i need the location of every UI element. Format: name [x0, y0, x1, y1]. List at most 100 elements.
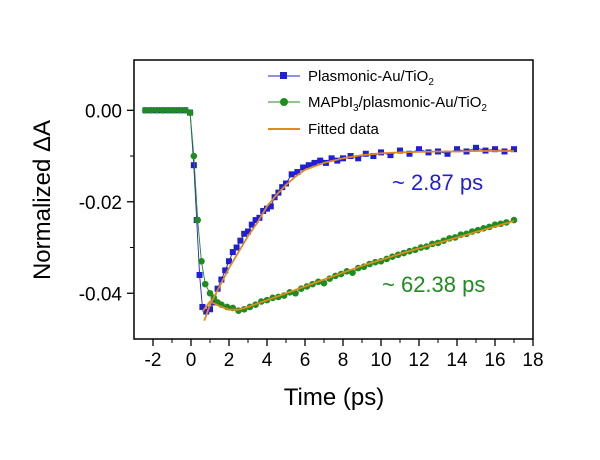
data-point: [218, 276, 225, 283]
data-point: [190, 162, 197, 169]
data-point: [279, 184, 286, 191]
y-tick-label: 0.00: [85, 101, 122, 122]
data-point: [159, 107, 166, 114]
legend-sub-plasmonic: 2: [428, 77, 434, 88]
data-point: [416, 146, 422, 153]
data-point: [264, 205, 270, 212]
legend-text-mapbi3-a: MAPbI: [308, 94, 353, 111]
data-point: [454, 146, 460, 153]
data-point: [194, 216, 201, 224]
data-point: [444, 150, 451, 157]
data-point: [198, 257, 205, 265]
annotation-mapbi3-lifetime: ~ 62.38 ps: [382, 272, 485, 297]
data-point: [190, 152, 198, 160]
legend-sub-mapbi3-1: 3: [353, 103, 359, 114]
data-point: [248, 221, 255, 228]
data-point: [164, 107, 172, 114]
data-point: [473, 144, 479, 151]
data-point: [267, 203, 274, 210]
series-2: [203, 150, 514, 322]
data-point: [294, 169, 301, 176]
x-tick-label: 6: [300, 350, 311, 371]
data-point: [387, 152, 394, 159]
fit-curve: [203, 150, 514, 322]
legend: Plasmonic-Au/TiO2 MAPbI3/plasmonic-Au/Ti…: [268, 68, 487, 138]
axis-ticks: [127, 109, 534, 346]
y-tick-label: -0.04: [79, 284, 123, 305]
legend-text-mapbi3-b: /plasmonic-Au/TiO: [359, 94, 482, 111]
data-point: [199, 303, 206, 310]
tick-labels: -2 0 2 4 6 8 10 12 14 16 18 0.00 -0.02 -0.04: [79, 101, 544, 371]
data-point: [311, 159, 318, 166]
legend-label-mapbi3: MAPbI3/plasmonic-Au/TiO2: [308, 94, 487, 114]
x-tick-label: 14: [446, 350, 468, 371]
x-tick-label: 12: [408, 350, 429, 371]
data-point: [397, 147, 403, 154]
data-point: [203, 308, 210, 315]
data-point: [355, 155, 362, 162]
data-point: [349, 269, 356, 276]
data-point: [252, 217, 259, 224]
legend-item-plasmonic: Plasmonic-Au/TiO2: [268, 68, 434, 88]
data-point: [153, 107, 161, 114]
data-point: [362, 150, 369, 157]
annotation-plasmonic-lifetime: ~ 2.87 ps: [392, 170, 483, 195]
x-tick-label: 16: [484, 350, 505, 371]
y-axis-title: Normalized ΔA: [29, 120, 56, 280]
data-point: [207, 306, 213, 313]
data-point: [292, 289, 299, 297]
data-point: [511, 146, 517, 153]
data-point: [283, 180, 289, 187]
legend-label-plasmonic: Plasmonic-Au/TiO2: [308, 68, 434, 88]
data-point: [245, 228, 251, 235]
x-tick-label: 10: [370, 350, 391, 371]
data-point: [201, 280, 209, 288]
data-point: [186, 109, 194, 116]
x-tick-label: 8: [338, 350, 349, 371]
legend-sub-mapbi3-2: 2: [481, 103, 487, 114]
y-tick-label: -0.02: [79, 193, 122, 214]
legend-item-mapbi3: MAPbI3/plasmonic-Au/TiO2: [268, 94, 487, 114]
data-point: [206, 289, 214, 297]
data-point: [378, 149, 384, 156]
data-point: [170, 107, 178, 114]
data-point: [406, 150, 413, 157]
data-point: [229, 249, 236, 256]
data-point: [176, 107, 183, 114]
data-point: [317, 157, 324, 164]
x-tick-label: 18: [522, 350, 543, 371]
data-point: [241, 230, 248, 237]
legend-label-fit: Fitted data: [308, 121, 380, 138]
legend-marker-plasmonic: [280, 72, 287, 79]
x-axis-title: Time (ps): [284, 384, 384, 411]
data-point: [147, 107, 155, 114]
x-tick-label: -2: [145, 350, 162, 371]
data-point: [288, 171, 295, 178]
data-point: [347, 153, 354, 160]
fit-curve: [201, 220, 515, 313]
data-point: [370, 153, 377, 160]
data-point: [300, 164, 307, 171]
data-point: [305, 162, 312, 169]
data-point: [320, 279, 328, 287]
x-tick-label: 0: [186, 350, 197, 371]
data-point: [222, 267, 229, 274]
series-3: [201, 220, 515, 313]
x-tick-label: 4: [262, 350, 273, 371]
data-point: [492, 146, 498, 153]
plot-frame: [133, 59, 534, 340]
data-point: [260, 207, 267, 214]
series-layer: [142, 107, 518, 322]
data-point: [226, 258, 232, 265]
legend-marker-mapbi3: [280, 98, 288, 106]
data-point: [328, 155, 335, 162]
data-point: [237, 237, 244, 244]
data-point: [233, 244, 240, 251]
data-point: [334, 157, 341, 164]
x-tick-label: 2: [224, 350, 235, 371]
legend-text-plasmonic: Plasmonic-Au/TiO: [308, 68, 428, 85]
legend-item-fit: Fitted data: [268, 121, 380, 138]
data-point: [196, 271, 203, 278]
data-point: [142, 107, 149, 114]
